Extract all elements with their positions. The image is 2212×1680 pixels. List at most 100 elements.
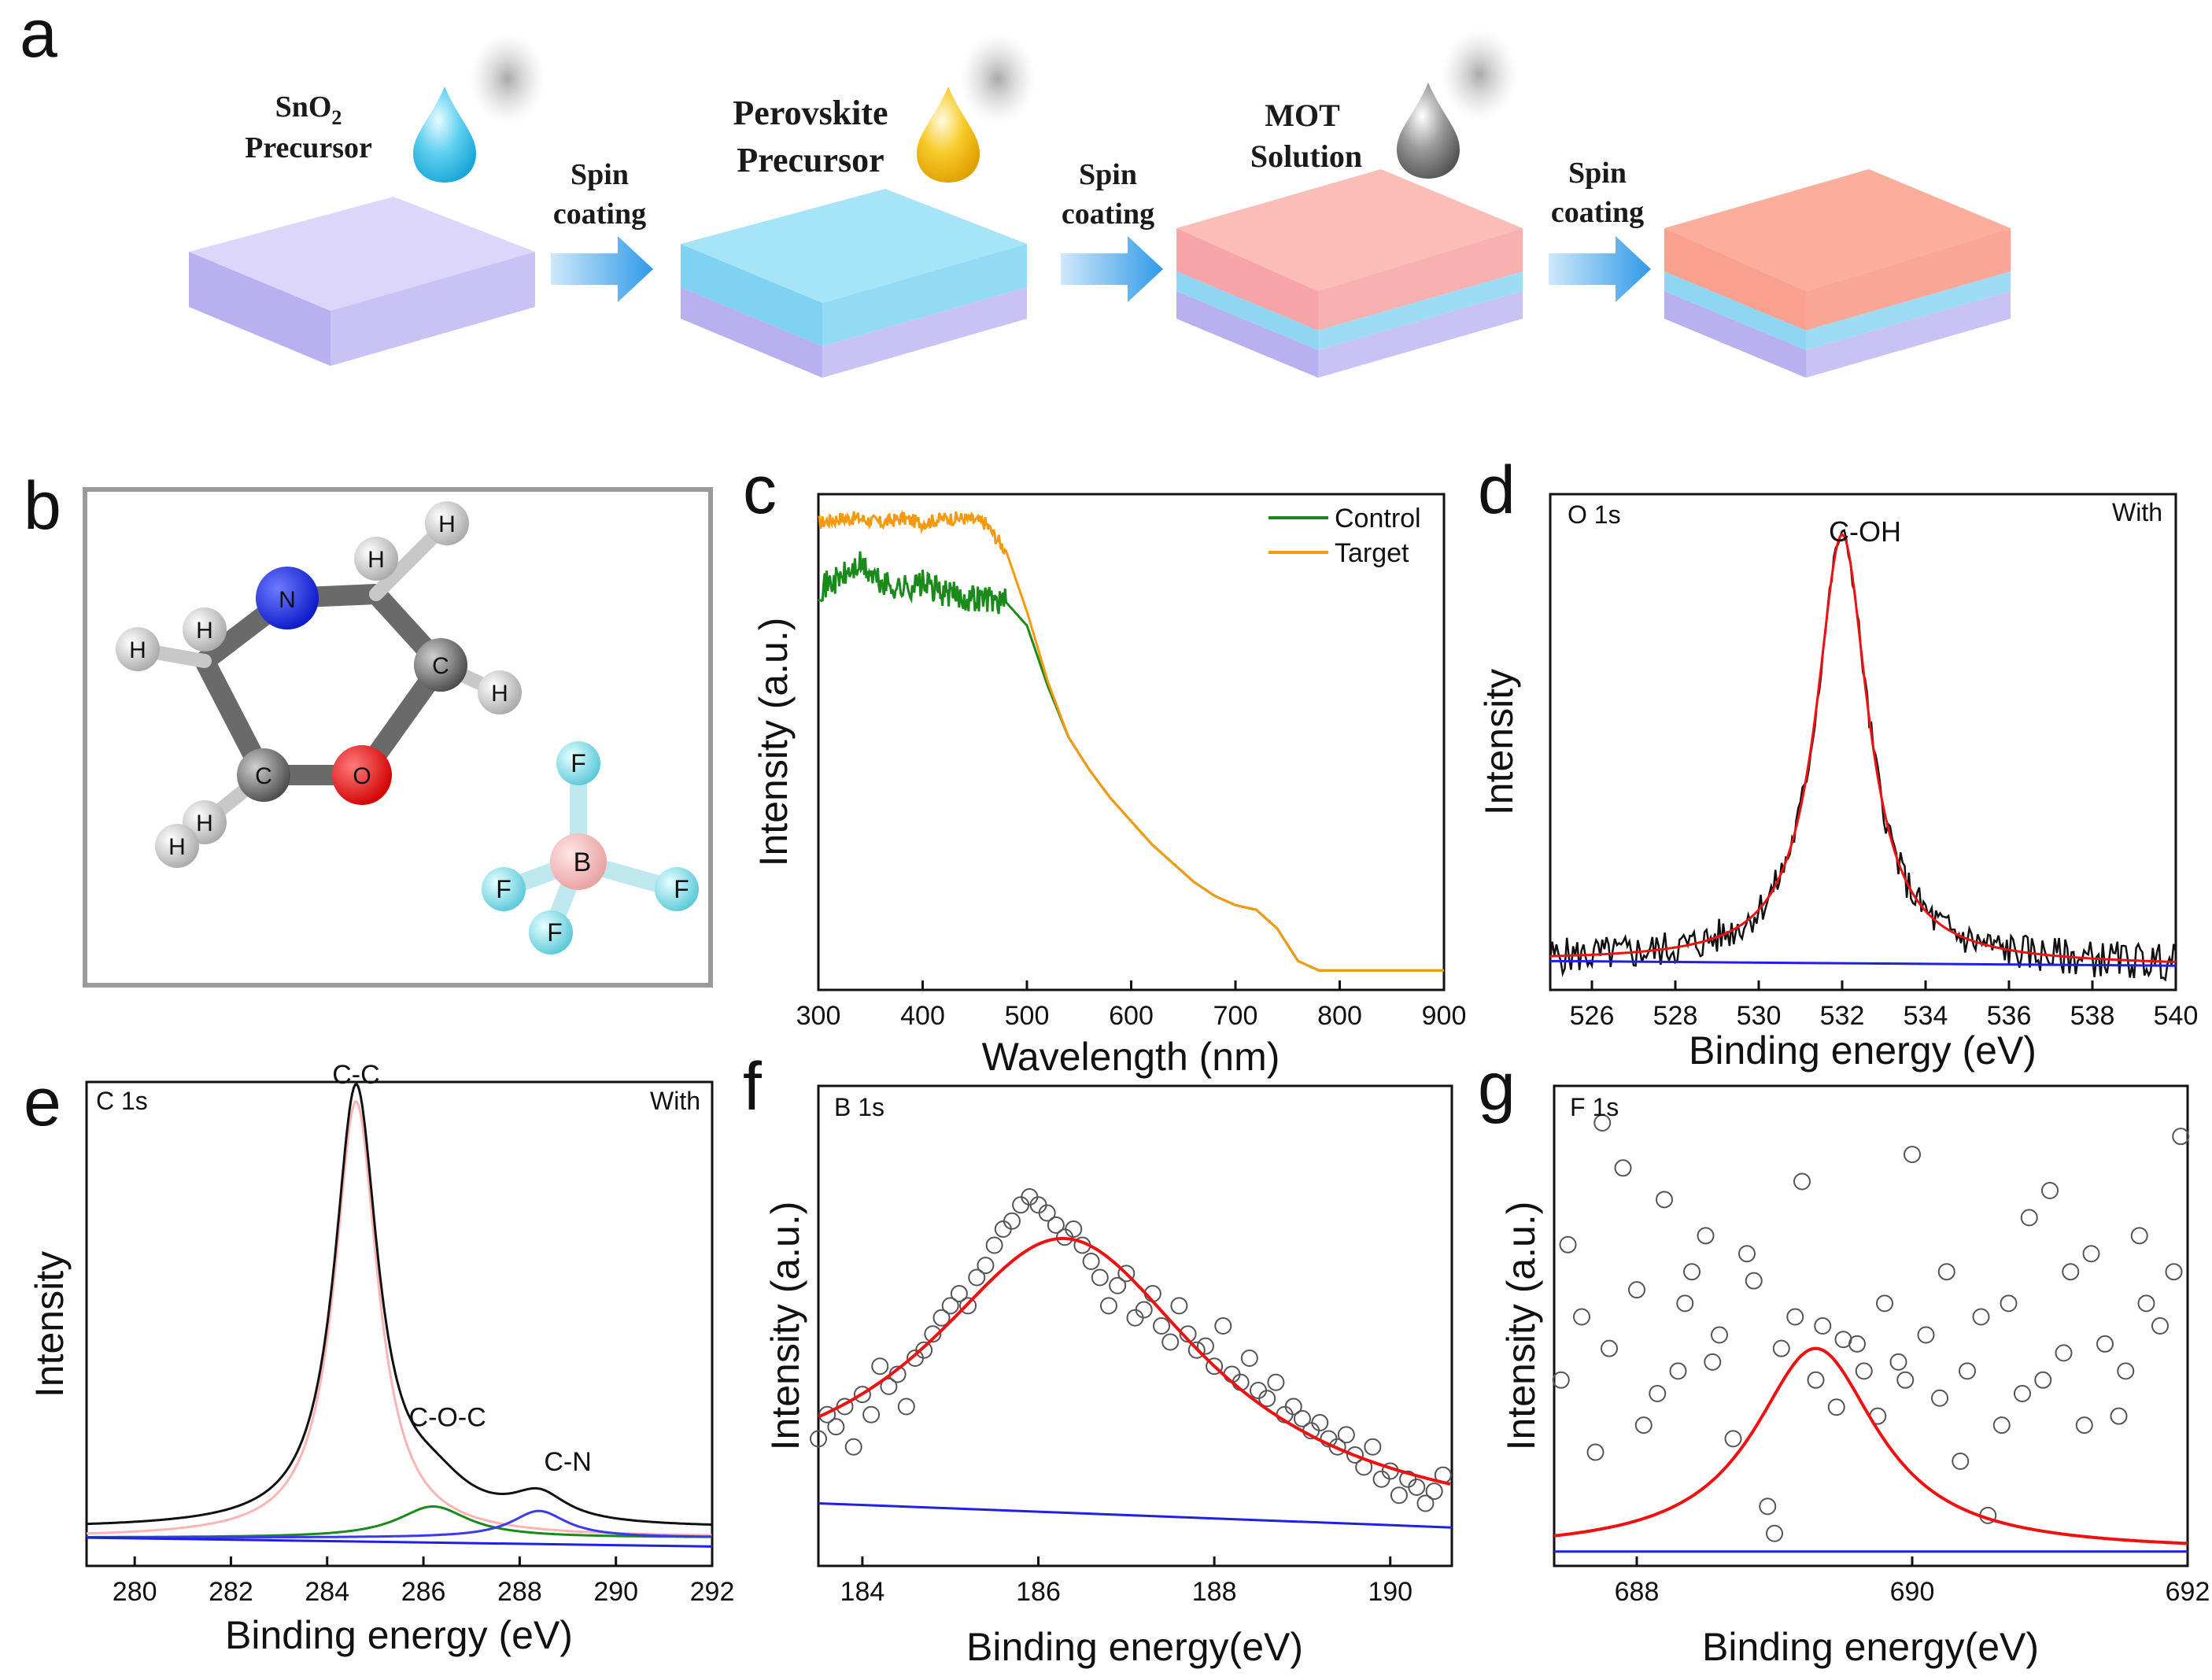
step-2-label-line2: Precursor [737,141,884,179]
atom-label: C [432,653,449,679]
x-tick-label: 186 [1016,1577,1061,1607]
data-point [1889,1353,1907,1371]
gray-droplet-icon [1397,83,1460,179]
atom-label: F [547,918,563,947]
data-point [1196,1337,1214,1355]
data-point [1704,1353,1722,1371]
data-point [1759,1497,1777,1516]
arrow-label: Spin [1079,158,1137,191]
data-point [1917,1326,1935,1344]
data-point [2041,1181,2059,1199]
sample-note: With [650,1087,700,1115]
atom-o [332,745,392,805]
data-point [1328,1438,1346,1456]
data-point [950,1285,968,1303]
data-point [924,1325,942,1343]
arrow-label: coating [1551,196,1644,229]
data-point [1855,1362,1873,1380]
plot-frame [1549,493,2177,991]
data-point [2137,1294,2155,1313]
component-c-c [86,1100,712,1537]
atom-label: B [574,847,592,877]
data-point [1876,1294,1893,1313]
data-point [2151,1317,2169,1335]
raw-spectrum-line [1549,529,2177,982]
atom-h [183,607,227,652]
data-point [1240,1349,1258,1367]
x-tick-label: 284 [305,1577,349,1607]
data-point [1029,1196,1047,1214]
x-tick-label: 700 [1213,1001,1258,1031]
atom-label: H [196,810,213,836]
data-point [1931,1389,1948,1407]
data-point [2117,1362,2135,1380]
data-point [1992,1416,2011,1434]
data-point [1683,1263,1701,1281]
data-point [1416,1494,1435,1512]
core-level-label: F 1s [1570,1093,1619,1121]
background-line [1549,959,2177,967]
data-point [2172,1128,2190,1146]
data-point [1267,1373,1285,1391]
spin-coating-arrow-2: Spin coating [1061,158,1163,302]
data-point [1012,1196,1030,1214]
right-arrow-icon [551,236,653,302]
atom-label: C [255,763,272,789]
data-point [1425,1482,1443,1501]
data-point [915,1341,933,1359]
x-tick-label: 534 [1904,1001,1948,1031]
data-point [862,1405,881,1423]
data-point [1793,1172,1811,1191]
data-point [1573,1308,1590,1326]
data-point [844,1438,862,1456]
chart-f-b1s: 184 186 188 190 B 1s Binding energy(eV) Int… [763,1084,1453,1669]
component-c-n [87,1509,712,1539]
blue-droplet-icon [413,87,476,183]
data-point [827,1418,845,1436]
data-point [1952,1453,1970,1471]
background-line [86,1536,713,1548]
x-tick-label: 690 [1890,1577,1935,1607]
data-point [2110,1407,2128,1425]
data-point [1786,1308,1804,1326]
data-point [1586,1443,1605,1461]
y-axis-label: Intensity (a.u.) [763,1202,807,1451]
x-tick-label: 286 [401,1577,446,1607]
atom-f [529,910,573,954]
data-point [1711,1326,1728,1344]
data-point [853,1386,871,1404]
substrate-sno2 [189,197,535,366]
data-point [1364,1438,1382,1456]
data-point [871,1357,889,1375]
right-arrow-icon [1549,236,1651,302]
data-point [810,1430,827,1448]
data-point [1896,1371,1915,1389]
y-axis-label: Intensity [28,1251,72,1398]
atom-h [425,501,469,545]
atom-f [482,867,526,911]
data-point [1047,1216,1065,1234]
fit-line [1549,533,2177,963]
data-point [1766,1524,1783,1542]
atom-h [155,824,199,868]
chart-g-f1s: 688 690 692 F 1s Binding energy(eV) Intens… [1499,1084,2210,1669]
data-point [1390,1486,1408,1505]
data-point [1038,1204,1056,1222]
step-1-label-line2: Precursor [245,131,372,164]
atom-label: F [571,749,586,777]
chart-d-o1s: 526 528 530 532 534 536 538 540 O 1s With C-OH … [1477,493,2198,1073]
data-point [1634,1416,1653,1434]
data-point [1614,1159,1632,1177]
background-line [818,1501,1453,1529]
data-point [1601,1339,1618,1357]
data-point [880,1377,898,1395]
panel-b-molecule: H N H H H H C H H C O F B F F F [83,487,713,988]
step-2-label: Perovskite [733,94,888,132]
atom-label: H [438,511,456,537]
atom-f [556,741,600,785]
smoke-puff [960,33,1036,124]
data-point [2096,1335,2114,1353]
y-axis-label: Intensity (a.u.) [751,618,796,867]
data-point [1669,1362,1687,1380]
step-3-label: MOT [1265,98,1340,133]
